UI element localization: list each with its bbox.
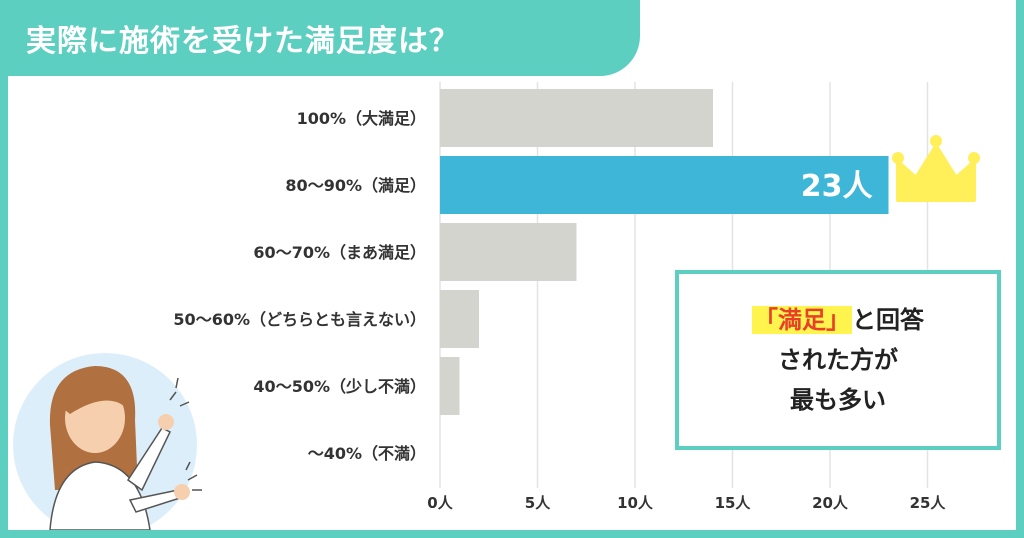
- x-tick-label: 5人: [525, 494, 551, 512]
- crown-icon: [892, 135, 980, 202]
- bars: 23人: [440, 89, 889, 415]
- x-tick-label: 25人: [910, 494, 947, 512]
- category-labels: 100%（大満足） 80〜90%（満足） 60〜70%（まあ満足） 50〜60%（どち…: [173, 109, 426, 463]
- x-tick-label: 10人: [617, 494, 654, 512]
- callout-line-1: 「満足」と回答: [752, 300, 924, 340]
- title-text: 実際に施術を受けた満足度は？: [26, 24, 460, 59]
- x-tick-label: 15人: [715, 494, 752, 512]
- category-label: 〜40%（不満）: [308, 444, 426, 463]
- bar: [440, 223, 577, 281]
- highlight-value-label: 23人: [801, 169, 873, 204]
- callout-line-3: 最も多い: [790, 386, 886, 414]
- page-title: 実際に施術を受けた満足度は？: [0, 0, 640, 76]
- category-label: 50〜60%（どちらとも言えない）: [173, 310, 426, 329]
- x-tick-label: 20人: [812, 494, 849, 512]
- callout-highlight: 「満足」: [752, 306, 852, 334]
- callout-line-2: された方が: [778, 346, 898, 374]
- bar: [440, 89, 713, 147]
- tick-labels: 0人 5人 10人 15人 20人 25人: [427, 494, 946, 512]
- bar: [440, 290, 479, 348]
- category-label: 40〜50%（少し不満）: [253, 377, 426, 396]
- bar: [440, 156, 889, 214]
- callout-line1-rest: と回答: [852, 306, 924, 334]
- callout-box: 「満足」と回答 された方が 最も多い: [675, 270, 1001, 450]
- category-label: 100%（大満足）: [297, 109, 426, 128]
- x-tick-label: 0人: [427, 494, 453, 512]
- category-label: 60〜70%（まあ満足）: [253, 243, 426, 262]
- pointing-woman-illustration: [13, 353, 202, 530]
- category-label: 80〜90%（満足）: [285, 176, 426, 195]
- bar: [440, 357, 460, 415]
